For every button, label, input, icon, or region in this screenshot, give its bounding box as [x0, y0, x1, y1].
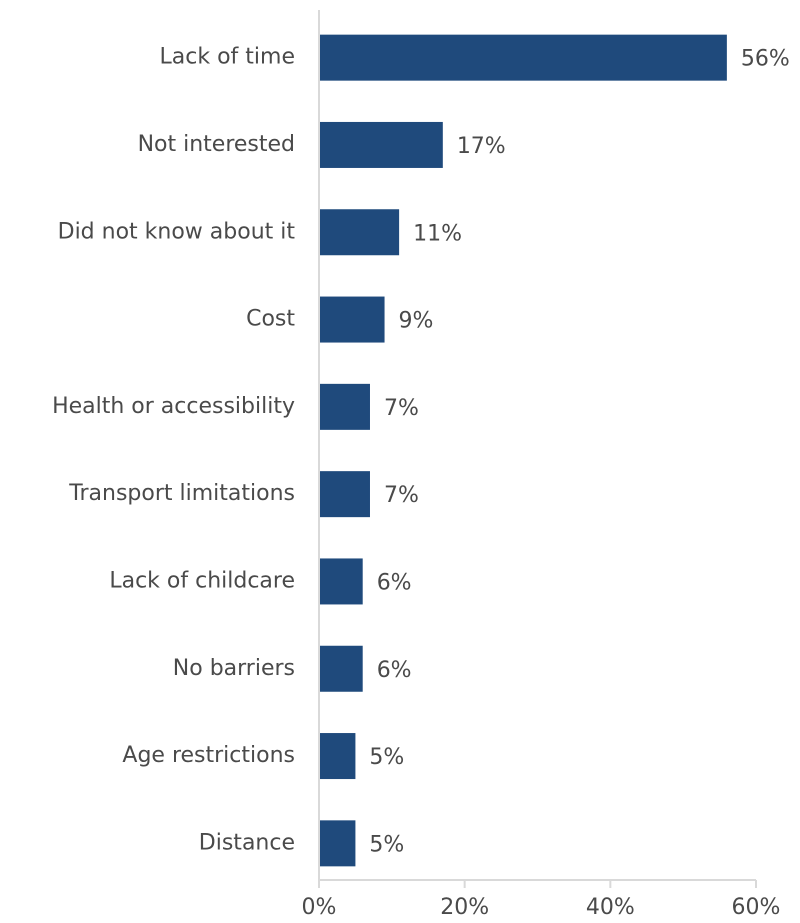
value-label: 7%: [384, 396, 419, 421]
x-tick-label: 60%: [732, 895, 781, 920]
value-label: 5%: [369, 832, 404, 857]
category-label: Cost: [246, 307, 295, 332]
category-label: No barriers: [173, 656, 295, 681]
bar-9: [319, 820, 356, 867]
category-label: Transport limitations: [68, 481, 295, 506]
x-tick-label: 0%: [302, 895, 337, 920]
value-label: 11%: [413, 221, 462, 246]
category-label: Age restrictions: [122, 743, 295, 768]
x-tick-label: 20%: [440, 895, 489, 920]
value-label: 5%: [369, 745, 404, 770]
value-label: 7%: [384, 483, 419, 508]
bar-0: [319, 34, 727, 81]
bar-8: [319, 733, 356, 780]
value-label: 17%: [457, 134, 506, 159]
category-label: Not interested: [138, 132, 295, 157]
value-label: 6%: [377, 570, 412, 595]
bar-1: [319, 121, 443, 168]
bar-3: [319, 296, 385, 343]
value-label: 56%: [741, 47, 790, 72]
value-label: 9%: [399, 309, 434, 334]
x-tick-label: 40%: [586, 895, 635, 920]
category-label: Distance: [199, 830, 295, 855]
bar-2: [319, 209, 400, 256]
axis-layer: [318, 10, 757, 888]
bars-layer: [319, 34, 727, 867]
bar-6: [319, 558, 363, 605]
category-label: Lack of time: [160, 45, 295, 70]
labels-layer: Lack of time 56% Not interested 17% Did not …: [52, 45, 790, 920]
bar-7: [319, 645, 363, 692]
bar-4: [319, 383, 370, 430]
value-label: 6%: [377, 658, 412, 683]
category-label: Health or accessibility: [52, 394, 295, 419]
category-label: Did not know about it: [58, 219, 296, 244]
category-label: Lack of childcare: [109, 568, 295, 593]
bar-5: [319, 471, 370, 518]
